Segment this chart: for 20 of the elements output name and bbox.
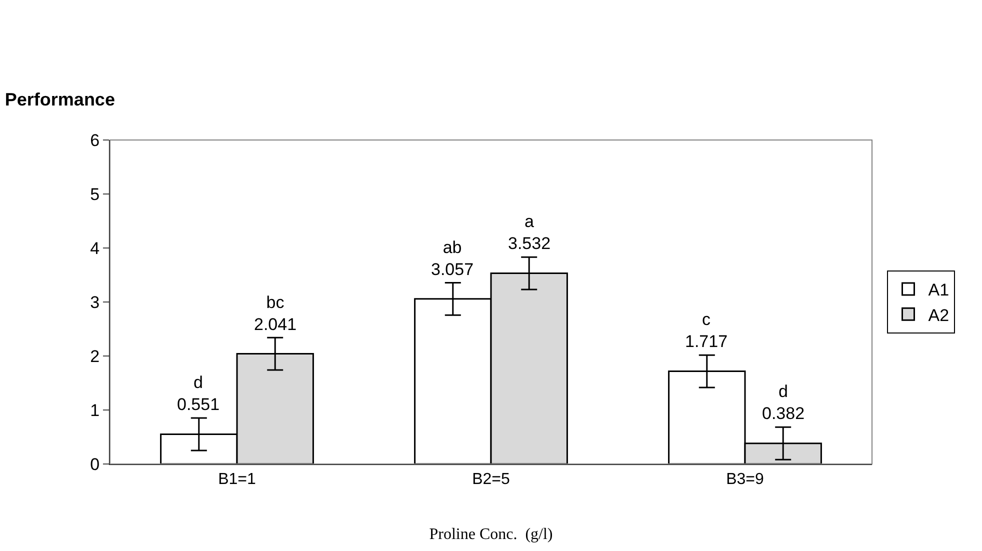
legend-label: A2 [928, 306, 950, 325]
data-label: a 3.532 [508, 212, 551, 254]
x-tick-label: B1=1 [218, 471, 256, 488]
y-tick-label: 3 [90, 292, 100, 312]
legend-label: A1 [928, 280, 950, 300]
y-tick-label: 2 [90, 346, 100, 366]
x-tick-label: B3=9 [726, 471, 764, 488]
data-label: bc 2.041 [254, 293, 297, 334]
data-label: d 0.382 [762, 382, 805, 424]
y-tick-label: 6 [90, 130, 100, 150]
chart-title: Performance [4, 89, 115, 110]
data-label: ab 3.057 [431, 238, 474, 280]
y-tick-label: 1 [90, 400, 100, 420]
data-label: d 0.551 [177, 373, 220, 414]
x-tick-label: B2=5 [472, 471, 510, 488]
x-axis-title: Proline Conc. (g/l) [429, 526, 553, 543]
y-tick-label: 4 [90, 238, 100, 258]
data-label: c 1.717 [685, 310, 728, 352]
y-tick-label: 5 [90, 184, 100, 204]
y-tick-label: 0 [90, 454, 100, 474]
